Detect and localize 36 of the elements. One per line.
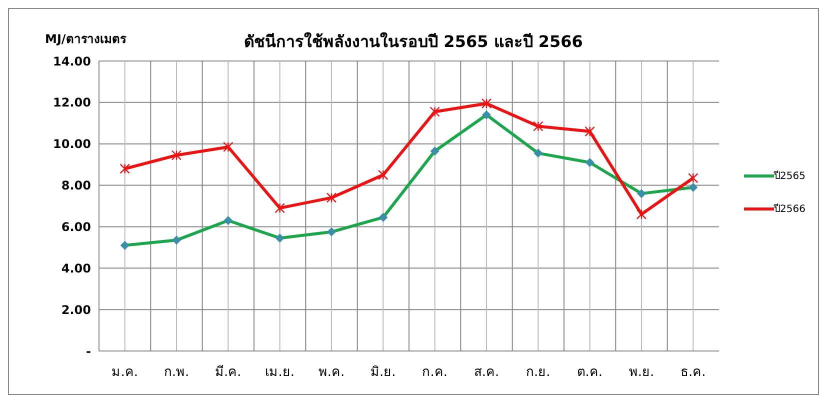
x-tick-label: ก.ย. — [526, 365, 550, 380]
y-tick-label: 8.00 — [61, 178, 91, 193]
legend-label: ปี2566 — [774, 202, 806, 216]
point — [584, 126, 595, 137]
x-tick-label: ก.พ. — [164, 365, 190, 380]
y-axis-title: MJ/ตารางเมตร — [45, 31, 126, 48]
point — [120, 164, 130, 174]
point — [326, 192, 337, 203]
legend-label: ปี2565 — [774, 170, 806, 183]
point — [171, 150, 182, 160]
x-tick-label: เม.ย. — [265, 365, 294, 380]
x-tick-label: ม.ค. — [112, 365, 138, 380]
x-tick-label: ต.ค. — [577, 365, 602, 380]
x-tick-label: มิ.ย. — [370, 365, 396, 380]
x-tick-label: พ.ย. — [628, 365, 654, 380]
point — [533, 121, 544, 132]
point — [688, 172, 698, 184]
y-tick-label: 4.00 — [61, 261, 91, 276]
x-tick-label: ก.ค. — [422, 365, 448, 380]
x-tick-label: ส.ค. — [474, 365, 500, 380]
point — [636, 209, 647, 220]
point — [481, 98, 492, 109]
point — [223, 142, 234, 152]
y-tick-label: 10.00 — [53, 137, 91, 152]
y-tick-label: 2.00 — [61, 302, 91, 317]
x-tick-label: มี.ค. — [215, 364, 242, 380]
y-tick-label: 14.00 — [53, 54, 91, 68]
y-tick-label: 6.00 — [61, 220, 91, 234]
y-tick-label: - — [86, 344, 92, 358]
x-tick-label: ธ.ค. — [680, 365, 706, 380]
point — [378, 170, 388, 180]
chart-title: ดัชนีการใช้พลังงานในรอบปี 2565 และปี 2566 — [244, 32, 583, 51]
y-tick-label: 12.00 — [53, 96, 91, 110]
point — [274, 202, 285, 214]
point — [430, 106, 440, 117]
x-tick-label: พ.ค. — [318, 365, 345, 380]
